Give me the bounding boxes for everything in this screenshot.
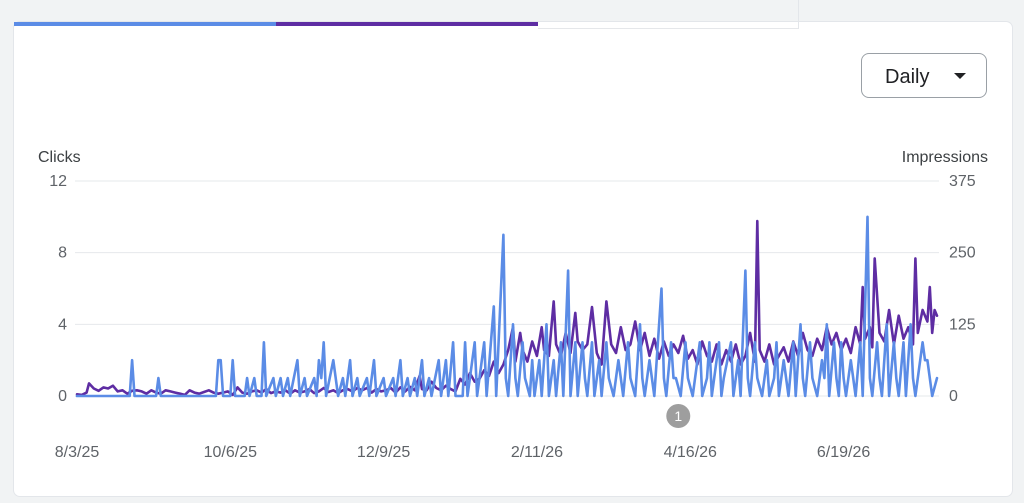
y-right-tick-label: 0 <box>949 388 958 405</box>
clicks-series-line[interactable] <box>75 215 939 398</box>
y-right-axis-title: Impressions <box>902 149 988 166</box>
y-right-tick-label: 375 <box>949 173 976 190</box>
x-tick-label: 12/9/25 <box>357 444 410 461</box>
performance-chart-card <box>14 22 1012 496</box>
x-tick-label: 6/19/26 <box>817 444 870 461</box>
impressions-tab-indicator[interactable] <box>276 22 538 26</box>
y-left-tick-label: 0 <box>58 388 67 405</box>
y-left-tick-label: 8 <box>58 245 67 262</box>
clicks-tab-indicator[interactable] <box>14 22 276 26</box>
y-right-tick-label: 250 <box>949 245 976 262</box>
chevron-down-icon <box>954 73 966 79</box>
x-tick-label: 8/3/25 <box>55 444 100 461</box>
y-left-axis-title: Clicks <box>38 149 81 166</box>
x-tick-label: 2/11/26 <box>511 444 563 461</box>
x-tick-label: 10/6/25 <box>204 444 257 461</box>
annotation-badge-label: 1 <box>674 408 682 424</box>
annotation-badge[interactable]: 1 <box>666 404 691 428</box>
x-tick-label: 4/16/26 <box>664 444 717 461</box>
dropdown-selected-label: Daily <box>885 66 930 88</box>
annotation-badge-circle <box>666 404 691 428</box>
y-right-tick-label: 125 <box>949 316 976 333</box>
y-left-tick-label: 12 <box>49 173 67 190</box>
tab-divider <box>798 0 799 29</box>
y-left-tick-label: 4 <box>58 316 67 333</box>
date-granularity-dropdown[interactable]: Daily <box>861 53 987 98</box>
tab-separator <box>538 28 798 29</box>
metric-tab-indicators <box>14 22 798 29</box>
